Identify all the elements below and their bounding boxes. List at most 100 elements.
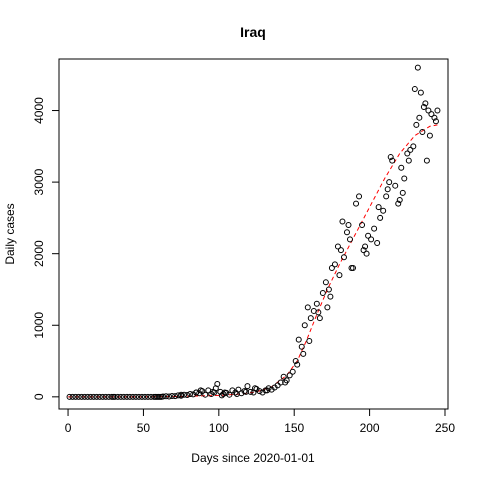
data-point: [313, 300, 320, 307]
data-point: [84, 393, 91, 400]
data-point: [294, 361, 301, 368]
data-point: [307, 315, 314, 322]
data-point: [386, 179, 393, 186]
data-point: [353, 200, 360, 207]
data-point: [340, 254, 347, 261]
data-point: [256, 388, 263, 395]
plot-frame: [58, 58, 449, 410]
data-point: [322, 279, 329, 286]
y-axis: 0 1000 2000 3000 4000: [32, 97, 60, 400]
data-point: [328, 265, 335, 271]
data-point: [368, 236, 375, 243]
data-point: [334, 243, 341, 250]
data-point: [202, 391, 209, 398]
data-point: [120, 393, 127, 400]
data-point: [132, 393, 139, 400]
x-axis: 0 50 100 150 200 250: [65, 408, 455, 435]
data-point: [172, 393, 179, 400]
x-tick-label: 200: [360, 421, 380, 435]
data-point: [306, 338, 313, 344]
x-axis-label: Days since 2020-01-01: [191, 451, 315, 465]
x-tick-label: 150: [284, 421, 304, 435]
data-point: [401, 175, 408, 182]
data-point: [371, 225, 378, 232]
data-point: [419, 129, 426, 136]
data-point: [123, 393, 130, 400]
data-point: [431, 114, 438, 121]
data-point: [66, 393, 73, 400]
data-point: [117, 393, 124, 400]
data-point: [389, 157, 396, 164]
data-point: [360, 247, 367, 254]
data-point: [69, 393, 76, 400]
data-point: [387, 154, 394, 161]
data-point: [324, 304, 331, 311]
y-tick-label: 0: [32, 393, 46, 400]
data-point: [233, 390, 240, 397]
data-point: [399, 189, 406, 196]
data-point: [377, 214, 384, 221]
data-point: [209, 388, 216, 395]
data-point: [102, 393, 109, 400]
y-tick-label: 1000: [32, 312, 46, 339]
data-point: [375, 204, 382, 211]
data-point: [181, 391, 188, 398]
data-point: [300, 350, 307, 357]
data-point: [252, 385, 259, 392]
data-point: [264, 387, 271, 394]
data-point: [155, 393, 162, 400]
data-point: [365, 232, 372, 239]
data-point: [356, 193, 363, 200]
y-tick-label: 3000: [32, 168, 46, 195]
data-point: [298, 343, 305, 350]
data-point: [178, 391, 185, 398]
data-point: [144, 393, 151, 400]
x-tick-label: 250: [435, 421, 455, 435]
data-point: [411, 86, 418, 93]
data-point: [336, 272, 343, 279]
data-point: [325, 286, 332, 293]
x-tick-label: 50: [137, 421, 151, 435]
data-point: [339, 218, 346, 225]
data-point: [135, 393, 142, 400]
data-point: [87, 393, 94, 400]
data-point: [220, 390, 227, 397]
data-point: [166, 393, 173, 400]
data-point: [126, 393, 133, 400]
data-point: [289, 368, 296, 375]
data-point: [425, 107, 432, 114]
data-point: [426, 132, 433, 139]
data-point: [423, 157, 430, 164]
data-point: [405, 157, 412, 164]
y-axis-label: Daily cases: [3, 203, 17, 264]
data-point: [292, 358, 299, 365]
data-point: [315, 309, 322, 316]
data-point: [96, 393, 103, 400]
data-point: [138, 393, 145, 400]
data-point: [396, 197, 403, 203]
data-point: [343, 229, 350, 236]
data-point: [93, 393, 100, 400]
data-point: [99, 393, 106, 400]
data-point: [197, 387, 204, 394]
data-point: [175, 392, 182, 399]
data-point: [327, 293, 334, 300]
data-point: [434, 107, 441, 114]
data-point: [152, 393, 159, 400]
data-point: [363, 250, 370, 257]
data-point: [75, 393, 82, 400]
data-point: [316, 315, 323, 322]
data-point: [380, 207, 387, 214]
data-point: [90, 393, 97, 400]
data-point: [81, 393, 88, 400]
x-tick-label: 0: [65, 421, 72, 435]
data-point: [392, 182, 399, 189]
data-point: [407, 146, 414, 153]
data-point: [110, 393, 117, 400]
data-point: [221, 389, 228, 396]
y-tick-label: 4000: [32, 97, 46, 124]
data-point: [242, 388, 249, 395]
y-tick-label: 2000: [32, 240, 46, 267]
data-point: [304, 304, 311, 311]
